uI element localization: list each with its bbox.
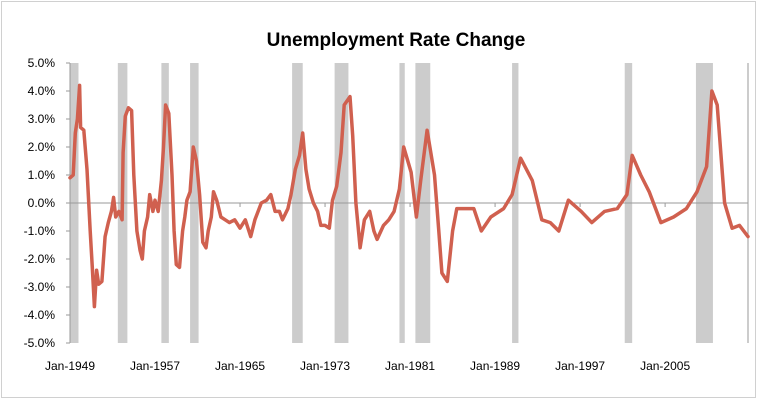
x-tick-label: Jan-1981: [385, 359, 435, 373]
y-tick-label: -5.0%: [24, 336, 56, 350]
y-tick-label: 1.0%: [28, 168, 56, 182]
chart-title: Unemployment Rate Change: [267, 30, 526, 51]
y-tick-label: 2.0%: [28, 140, 56, 154]
y-tick-label: -4.0%: [24, 308, 56, 322]
y-tick-label: 4.0%: [28, 84, 56, 98]
y-tick-label: -2.0%: [24, 252, 56, 266]
series-line: [68, 83, 750, 309]
x-tick-label: Jan-1997: [555, 359, 605, 373]
x-tick-label: Jan-1957: [130, 359, 180, 373]
x-tick-label: Jan-1989: [470, 359, 520, 373]
x-tick-label: Jan-2005: [640, 359, 690, 373]
axes: [66, 62, 749, 344]
y-tick-label: -3.0%: [24, 280, 56, 294]
y-tick-label: 3.0%: [28, 112, 56, 126]
x-tick-labels: Jan-1949 Jan-1957 Jan-1965 Jan-1973 Jan-1981…: [45, 359, 690, 373]
x-tick-label: Jan-1949: [45, 359, 95, 373]
y-tick-label: 5.0%: [28, 56, 56, 70]
y-tick-label: 0.0%: [28, 196, 56, 210]
y-tick-labels: 5.0% 4.0% 3.0% 2.0% 1.0% 0.0% -1.0% -2.0% -3.0% -…: [24, 56, 56, 350]
x-tick-label: Jan-1973: [300, 359, 350, 373]
y-tick-label: -1.0%: [24, 224, 56, 238]
x-tick-label: Jan-1965: [215, 359, 265, 373]
series-layer: [68, 83, 750, 309]
